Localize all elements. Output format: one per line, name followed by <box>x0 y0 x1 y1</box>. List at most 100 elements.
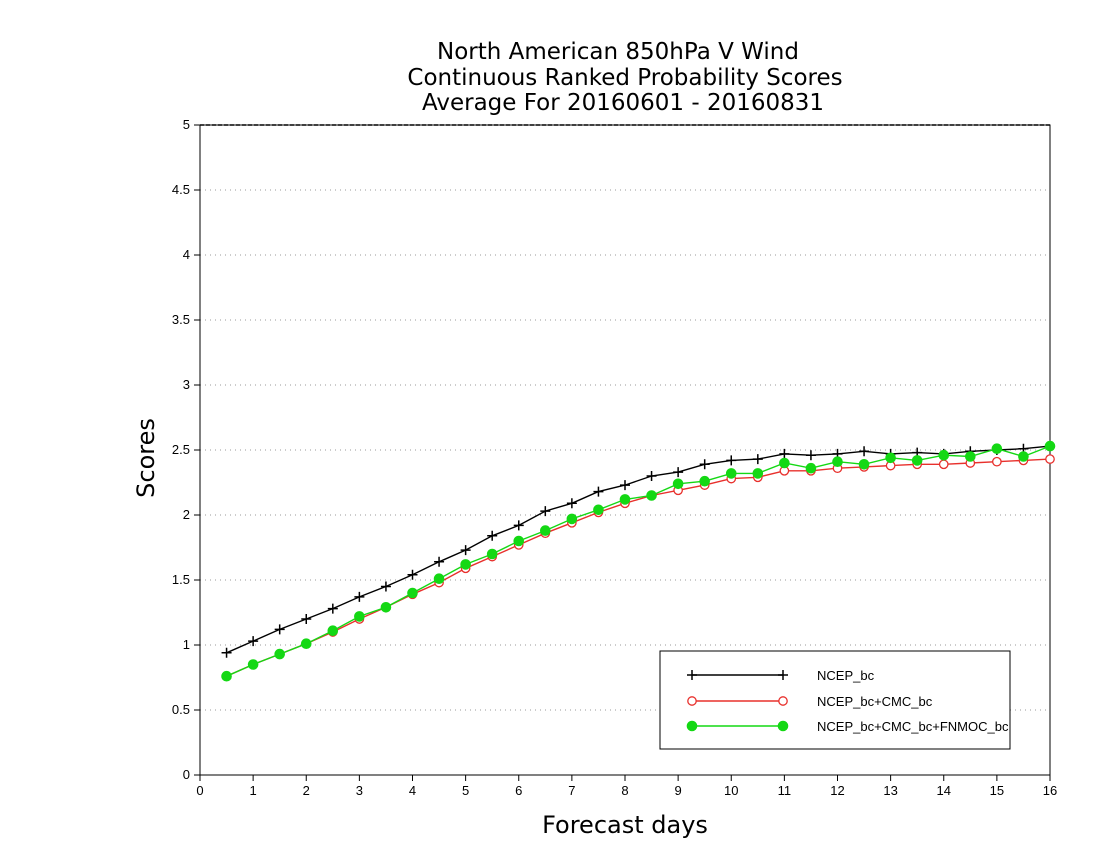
data-point <box>593 486 604 497</box>
x-tick-label: 16 <box>1043 783 1057 798</box>
data-point <box>938 449 950 461</box>
series-1 <box>221 454 1055 682</box>
data-point <box>407 569 418 580</box>
data-point <box>752 454 763 465</box>
y-tick-label: 1.5 <box>172 572 190 587</box>
data-point <box>247 659 259 670</box>
data-point <box>433 573 445 585</box>
data-point <box>566 513 578 525</box>
data-point <box>566 498 577 509</box>
y-tick-label: 0 <box>183 767 190 782</box>
data-point <box>487 530 498 541</box>
data-point <box>407 587 418 599</box>
data-point <box>911 455 923 466</box>
y-tick-label: 5 <box>183 117 190 132</box>
data-point <box>327 603 338 614</box>
data-point <box>540 506 551 517</box>
data-point <box>858 459 870 470</box>
series-2 <box>221 440 1056 682</box>
x-axis-ticks: 0 1 2 3 4 5 6 7 8 9 10 11 12 13 14 15 16 <box>196 775 1057 798</box>
x-tick-label: 15 <box>990 783 1004 798</box>
chart-title-line-2: Continuous Ranked Probability Scores <box>407 65 842 91</box>
data-point <box>513 520 524 531</box>
data-point <box>1044 440 1056 452</box>
chart-title-line-1: North American 850hPa V Wind <box>437 39 799 65</box>
x-tick-label: 6 <box>515 783 522 798</box>
legend-marker <box>687 670 697 680</box>
y-axis-label: Scores <box>132 418 160 498</box>
x-tick-label: 9 <box>675 783 682 798</box>
x-tick-label: 13 <box>883 783 897 798</box>
data-point <box>221 670 232 682</box>
legend: NCEP_bc NCEP_bc+CMC_bc NCEP_bc+CMC_bc+FNMO… <box>659 650 1011 750</box>
data-series <box>221 440 1056 682</box>
data-point <box>991 443 1003 455</box>
data-point <box>460 545 471 556</box>
data-point <box>646 471 657 481</box>
data-point <box>513 535 525 547</box>
y-tick-label: 1 <box>183 637 190 652</box>
x-tick-label: 8 <box>621 783 628 798</box>
legend-marker <box>686 720 698 732</box>
data-point <box>752 468 764 479</box>
y-tick-label: 4.5 <box>172 182 190 197</box>
data-point <box>726 455 737 466</box>
data-point <box>460 559 471 570</box>
y-tick-label: 4 <box>183 247 190 262</box>
data-point <box>1018 451 1029 462</box>
legend-label: NCEP_bc+CMC_bc+FNMOC_bc <box>817 719 1009 734</box>
data-point <box>248 636 259 647</box>
series-line-1 <box>226 458 1051 677</box>
data-point <box>380 602 392 613</box>
y-tick-label: 0.5 <box>172 702 190 717</box>
data-point <box>965 451 976 462</box>
legend-entry-2: NCEP_bc+CMC_bc+FNMOC_bc <box>686 719 1009 734</box>
data-point <box>992 456 1002 467</box>
legend-box <box>659 650 1011 750</box>
data-point <box>699 475 710 487</box>
data-point <box>672 478 684 490</box>
x-tick-label: 4 <box>409 783 416 798</box>
x-tick-label: 7 <box>568 783 575 798</box>
data-point <box>1045 454 1055 464</box>
data-point <box>699 459 710 470</box>
y-tick-label: 3 <box>183 377 190 392</box>
legend-marker <box>777 720 789 732</box>
data-point <box>354 591 365 602</box>
x-tick-label: 5 <box>462 783 469 798</box>
data-point <box>832 456 843 468</box>
data-point <box>221 647 232 658</box>
x-tick-label: 1 <box>250 783 257 798</box>
data-point <box>274 624 285 635</box>
data-point <box>619 494 631 505</box>
y-axis-ticks: 0 0.5 1 1.5 2 2.5 3 3.5 4 4.5 5 <box>172 117 200 782</box>
legend-label: NCEP_bc <box>817 668 875 683</box>
data-point <box>805 450 816 461</box>
data-point <box>673 467 684 478</box>
data-point <box>646 490 657 501</box>
x-tick-label: 10 <box>724 783 738 798</box>
data-point <box>540 525 551 536</box>
data-point <box>301 614 312 624</box>
legend-entry-1: NCEP_bc+CMC_bc <box>687 694 933 709</box>
data-point <box>274 648 285 660</box>
chart-title: North American 850hPa V Wind Continuous … <box>407 39 842 116</box>
gridlines <box>200 124 1050 711</box>
y-tick-label: 2 <box>183 507 190 522</box>
x-tick-label: 2 <box>303 783 310 798</box>
series-0 <box>221 441 1055 658</box>
y-tick-label: 3.5 <box>172 312 190 327</box>
x-axis-label: Forecast days <box>542 811 708 839</box>
data-point <box>859 446 870 457</box>
data-point <box>593 504 604 516</box>
x-tick-label: 11 <box>778 783 792 798</box>
data-point <box>327 625 339 637</box>
legend-marker <box>687 696 697 706</box>
data-point <box>779 457 790 469</box>
data-point <box>725 468 737 479</box>
data-point <box>300 638 312 650</box>
legend-marker <box>778 696 788 706</box>
x-tick-label: 3 <box>356 783 363 798</box>
x-tick-label: 14 <box>937 783 951 798</box>
legend-label: NCEP_bc+CMC_bc <box>817 694 933 709</box>
